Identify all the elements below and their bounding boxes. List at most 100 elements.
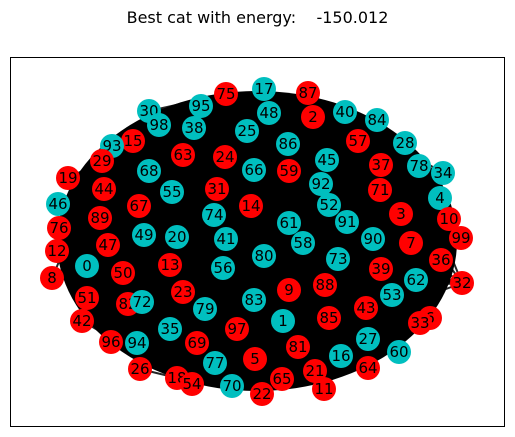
graph-node-83: 83 (242, 288, 266, 312)
graph-node-circle (158, 253, 182, 277)
graph-node-circle (99, 330, 123, 354)
graph-node-44: 44 (92, 177, 116, 201)
graph-node-label: 33 (410, 314, 429, 332)
graph-node-circle (70, 309, 94, 333)
graph-node-label: 92 (311, 175, 330, 193)
graph-node-label: 0 (82, 257, 92, 275)
graph-node-13: 13 (158, 253, 182, 277)
graph-node-55: 55 (160, 180, 184, 204)
graph-node-circle (121, 129, 145, 153)
graph-node-37: 37 (369, 153, 393, 177)
graph-node-8: 8 (40, 266, 64, 290)
graph-edge (191, 282, 463, 385)
graph-node-label: 39 (371, 260, 390, 278)
graph-node-label: 23 (173, 283, 192, 301)
graph-node-label: 89 (90, 209, 109, 227)
graph-node-label: 5 (250, 350, 260, 368)
graph-edge (101, 160, 224, 269)
graph-node-circle (239, 194, 263, 218)
graph-node-7: 7 (399, 231, 423, 255)
graph-node-label: 90 (363, 230, 382, 248)
graph-node-97: 97 (225, 317, 249, 341)
graph-node-circle (111, 261, 135, 285)
graph-node-circle (75, 254, 99, 278)
graph-node-label: 71 (370, 181, 389, 199)
graph-edge (297, 183, 322, 348)
graph-node-circle (301, 105, 325, 129)
graph-node-label: 45 (317, 151, 336, 169)
graph-node-circle (127, 194, 151, 218)
graph-node-circle (277, 211, 301, 235)
graph-node-circle (380, 283, 404, 307)
graph-node-99: 99 (449, 226, 473, 250)
graph-edge (253, 294, 393, 301)
graph-node-87: 87 (296, 81, 320, 105)
graph-node-circle (326, 247, 350, 271)
graph-node-circle (130, 290, 154, 314)
graph-node-circle (365, 108, 389, 132)
graph-node-10: 10 (437, 207, 461, 231)
graph-node-circle (369, 153, 393, 177)
graph-node-circle (312, 377, 336, 401)
graph-node-circle (354, 296, 378, 320)
graph-node-label: 37 (371, 156, 390, 174)
graph-node-circle (329, 344, 353, 368)
graph-node-label: 57 (348, 132, 367, 150)
graph-node-14: 14 (239, 194, 263, 218)
graph-node-label: 7 (406, 234, 416, 252)
graph-node-24: 24 (213, 145, 237, 169)
graph-node-circle (270, 367, 294, 391)
graph-node-74: 74 (202, 203, 226, 227)
graph-node-label: 36 (431, 251, 450, 269)
graph-edge (103, 188, 369, 369)
graph-node-label: 49 (134, 226, 153, 244)
graph-node-77: 77 (203, 351, 227, 375)
graph-node-circle (158, 317, 182, 341)
graph-node-label: 26 (130, 360, 149, 378)
graph-node-39: 39 (369, 257, 393, 281)
graph-edge (231, 322, 421, 387)
graph-node-label: 32 (452, 274, 471, 292)
graph-node-circle (211, 256, 235, 280)
graph-node-circle (147, 113, 171, 137)
graph-node-circle (393, 131, 417, 155)
graph-node-98: 98 (147, 113, 171, 137)
graph-node-33: 33 (408, 311, 432, 335)
graph-node-26: 26 (128, 357, 152, 381)
graph-node-label: 73 (328, 250, 347, 268)
graph-node-label: 35 (160, 320, 179, 338)
graph-node-60: 60 (387, 340, 411, 364)
graph-node-circle (225, 317, 249, 341)
graph-node-label: 95 (191, 97, 210, 115)
graph-node-2: 2 (301, 105, 325, 129)
graph-node-65: 65 (270, 367, 294, 391)
graph-node-circle (40, 266, 64, 290)
graph-node-circle (75, 286, 99, 310)
graph-node-label: 28 (395, 134, 414, 152)
graph-node-circle (276, 132, 300, 156)
graph-edge (328, 197, 441, 206)
graph-node-circle (389, 202, 413, 226)
graph-edge (171, 119, 378, 193)
graph-node-circle (333, 100, 357, 124)
graph-node-circle (335, 210, 359, 234)
graph-node-9: 9 (277, 278, 301, 302)
graph-node-label: 78 (409, 157, 428, 175)
graph-node-label: 15 (123, 132, 142, 150)
graph-node-circle (277, 159, 301, 183)
graph-node-label: 46 (48, 195, 67, 213)
graph-node-label: 1 (278, 312, 288, 330)
graph-node-label: 11 (314, 380, 333, 398)
graph-node-label: 43 (356, 299, 375, 317)
graph-node-51: 51 (75, 286, 99, 310)
graph-node-label: 21 (305, 362, 324, 380)
graph-node-64: 64 (356, 356, 380, 380)
graph-node-61: 61 (277, 211, 301, 235)
graph-node-label: 60 (389, 343, 408, 361)
graph-node-78: 78 (407, 154, 431, 178)
graph-edge (143, 234, 193, 385)
graph-edge (139, 204, 330, 370)
graph-node-label: 16 (331, 347, 350, 365)
graph-edge (340, 294, 393, 357)
graph-node-label: 81 (288, 338, 307, 356)
